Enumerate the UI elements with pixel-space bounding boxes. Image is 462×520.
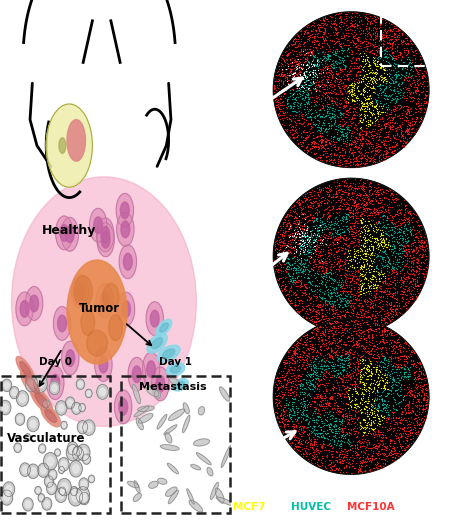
Ellipse shape [35,393,48,408]
Circle shape [59,138,66,153]
Ellipse shape [122,301,130,317]
Ellipse shape [60,225,69,241]
Ellipse shape [152,337,163,349]
Ellipse shape [162,349,175,358]
Ellipse shape [170,366,181,373]
Ellipse shape [16,357,35,382]
Ellipse shape [166,362,185,376]
Ellipse shape [76,283,85,300]
Ellipse shape [96,284,113,318]
Ellipse shape [25,376,39,394]
Ellipse shape [95,347,112,381]
Ellipse shape [156,319,172,336]
Ellipse shape [47,366,64,399]
Ellipse shape [30,295,38,312]
Text: MCF10A: MCF10A [346,502,394,512]
Ellipse shape [97,223,114,257]
Ellipse shape [146,302,164,335]
Ellipse shape [66,350,75,367]
Ellipse shape [66,226,74,243]
Ellipse shape [97,218,114,252]
Ellipse shape [20,361,31,377]
Ellipse shape [31,388,52,413]
Ellipse shape [157,345,180,362]
Ellipse shape [117,292,135,326]
Ellipse shape [176,381,185,388]
Ellipse shape [156,375,165,392]
Ellipse shape [142,352,160,386]
Ellipse shape [119,398,128,415]
Ellipse shape [152,367,169,401]
Ellipse shape [123,253,132,270]
Ellipse shape [55,216,73,250]
Ellipse shape [25,287,43,320]
Text: HUVEC: HUVEC [291,502,331,512]
Ellipse shape [99,356,108,373]
Text: Metastasis: Metastasis [139,382,206,392]
Ellipse shape [101,231,110,248]
Ellipse shape [61,341,79,375]
Ellipse shape [117,213,134,246]
Ellipse shape [94,217,103,233]
Ellipse shape [81,309,95,335]
Ellipse shape [90,209,107,242]
Text: MDA-MB-231: MDA-MB-231 [397,502,462,512]
Ellipse shape [119,245,136,279]
Ellipse shape [12,177,196,426]
Ellipse shape [109,315,122,341]
Text: Vasculature: Vasculature [7,432,85,445]
Ellipse shape [46,104,92,187]
Ellipse shape [101,226,109,243]
Ellipse shape [150,310,159,327]
Ellipse shape [74,276,92,307]
Ellipse shape [54,306,71,340]
Ellipse shape [72,275,89,308]
Ellipse shape [121,202,129,218]
Ellipse shape [58,315,67,332]
Ellipse shape [61,217,79,251]
Ellipse shape [172,379,188,391]
Text: Healthy: Healthy [42,224,96,237]
Ellipse shape [87,330,107,356]
Ellipse shape [45,409,57,423]
Ellipse shape [21,370,44,399]
Ellipse shape [16,292,33,326]
Ellipse shape [116,193,134,227]
Ellipse shape [100,293,109,309]
Text: MCF7: MCF7 [233,502,266,512]
Circle shape [67,120,85,161]
Ellipse shape [147,333,167,353]
Ellipse shape [115,390,132,424]
Ellipse shape [41,405,61,427]
Ellipse shape [128,357,146,391]
Ellipse shape [160,323,168,332]
Ellipse shape [147,361,156,378]
Text: Tumor: Tumor [79,302,120,315]
Ellipse shape [121,221,130,238]
Ellipse shape [51,374,60,391]
Ellipse shape [133,366,141,383]
Ellipse shape [20,301,29,317]
Ellipse shape [67,260,127,364]
Ellipse shape [103,283,119,309]
